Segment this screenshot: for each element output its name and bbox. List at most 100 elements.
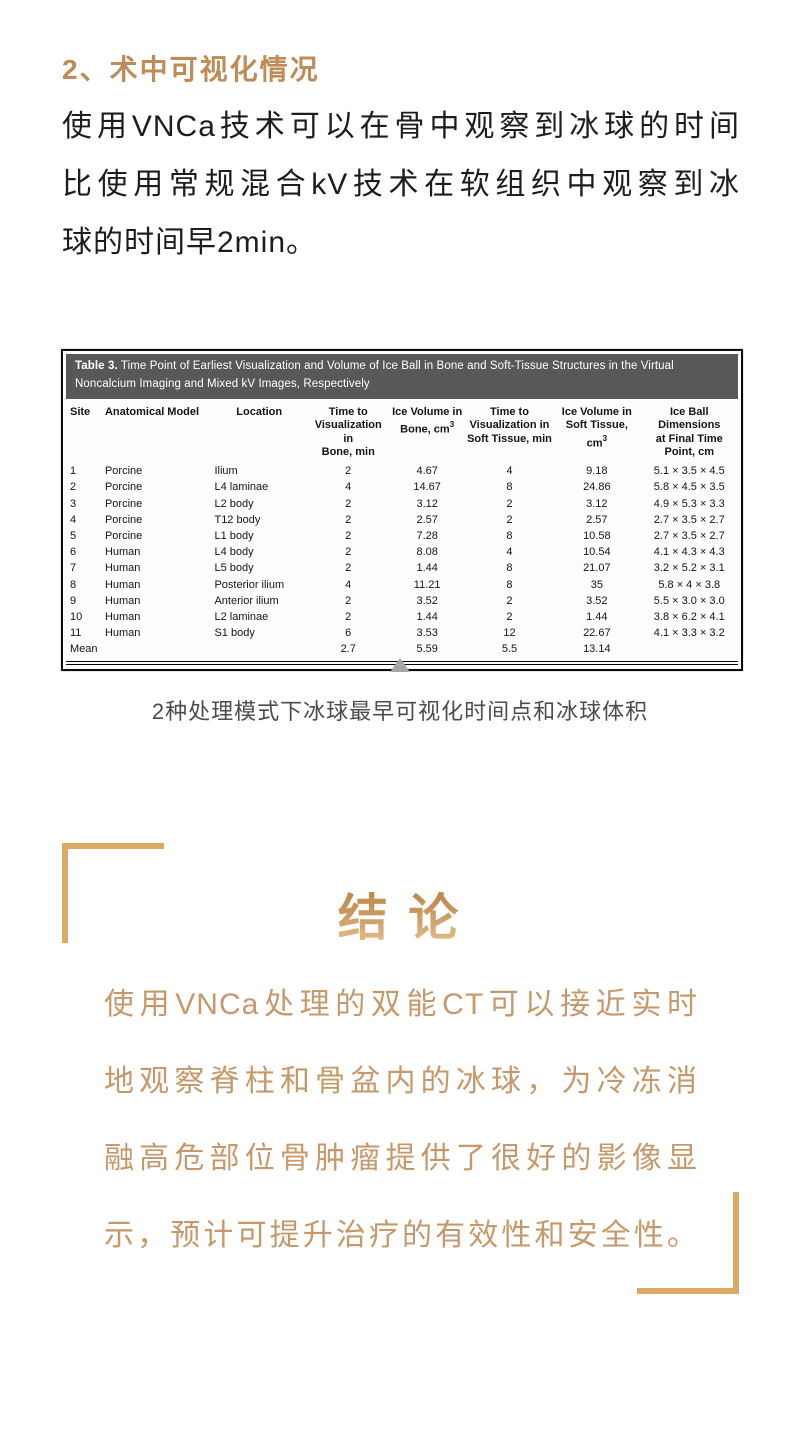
table-cell: Porcine (104, 513, 143, 526)
table-cell: 35 (590, 578, 603, 591)
table-row: 9 Human Anterior ilium 2 3.52 2 3.52 5.5 × 3.0 … (66, 593, 738, 609)
table-header-cell: Site (70, 405, 91, 418)
table-mean-row: Mean 2.7 5.59 5.5 13.14 (66, 642, 738, 658)
table-cell: 4.9 × 5.3 × 3.3 (653, 497, 725, 510)
table-cell: 2.57 (416, 513, 438, 526)
intro-paragraph: 使用VNCa技术可以在骨中观察到冰球的时间 比使用常规混合kV技术在软组织中观察到… (62, 98, 740, 272)
table-cell: L2 laminae (214, 610, 269, 623)
table-caption: 2种处理模式下冰球最早可视化时间点和冰球体积 (151, 699, 649, 724)
table-cell: 7.28 (416, 529, 438, 542)
collapse-triangle-icon (390, 658, 410, 672)
table-cell: 3.52 (416, 594, 438, 607)
table-cell: 2 (506, 594, 513, 607)
text-line: 比使用常规混合kV技术在软组织中观察到冰 (62, 168, 740, 201)
text-line: 使用VNCa技术可以在骨中观察到冰球的时间 (62, 110, 740, 143)
table-cell: L4 body (214, 546, 254, 559)
corner-bracket-bottom-right (637, 1192, 739, 1294)
table-cell: 14.67 (413, 481, 441, 494)
text-line: 地观察脊柱和骨盆内的冰球，为冷冻消 (104, 1065, 698, 1098)
table-cell: 4 (70, 513, 77, 526)
table-header-row: Site Anatomical Model Location Time to Visua… (66, 404, 738, 464)
table-cell: 8.08 (416, 546, 438, 559)
table-cell: Anterior ilium (214, 594, 279, 607)
table3-title-label: Table 3. (75, 360, 118, 372)
table-row: 3 Porcine L2 body 2 3.12 2 3.12 4.9 × 5.3 × 3.3 (66, 496, 738, 512)
table-cell: 4.67 (416, 465, 438, 478)
table-cell: 11 (70, 627, 82, 640)
table-cell: 3.12 (586, 497, 608, 510)
table-cell: 1.44 (416, 562, 438, 575)
table-row: 11 Human S1 body 6 3.53 12 22.67 4.1 × 3.3 × 3.… (66, 626, 738, 642)
table-cell: 2 (345, 529, 352, 542)
table-cell: 6 (70, 546, 77, 559)
table3-title: Table 3. Time Point of Earliest Visualiz… (66, 354, 738, 399)
table-cell: Human (104, 594, 141, 607)
table-row: 2 Porcine L4 laminae 4 14.67 8 24.86 5.8 × 4.5 … (66, 480, 738, 496)
table-header-cell: Ice Ball Dimensions at Final Time Point, c… (655, 405, 723, 459)
table-cell: 12 (503, 627, 516, 640)
table-cell: 2 (345, 546, 352, 559)
table-cell: 10 (70, 610, 83, 623)
table-cell: 8 (506, 578, 513, 591)
table-row: 8 Human Posterior ilium 4 11.21 8 35 5.8 × 4 × … (66, 577, 738, 593)
table-cell: Porcine (104, 481, 143, 494)
table-cell: 4.1 × 4.3 × 4.3 (653, 546, 725, 559)
table-cell: 2.7 × 3.5 × 2.7 (653, 513, 725, 526)
table-cell: Human (104, 578, 141, 591)
table-cell: 2 (345, 465, 352, 478)
table-header-cell: Ice Volume in Soft Tissue, cm3 (561, 405, 632, 450)
table-cell: 2 (506, 513, 513, 526)
table-cell: 4 (506, 465, 513, 478)
table-cell: 5 (70, 529, 77, 542)
table-cell: 2 (345, 513, 352, 526)
table-cell: 8 (506, 562, 513, 575)
table-cell (641, 642, 738, 658)
table-cell: 24.86 (583, 481, 611, 494)
table-cell: 9.18 (586, 465, 608, 478)
table-cell: 2 (506, 610, 513, 623)
table-header-cell: Time to Visualization in Soft Tissue, min (467, 405, 552, 445)
table-cell: 2 (345, 497, 352, 510)
table-cell: Human (104, 546, 141, 559)
table-cell: Porcine (104, 465, 143, 478)
corner-bracket-top-left (62, 843, 164, 943)
table-cell: 22.67 (583, 627, 611, 640)
table-cell: 2 (506, 497, 513, 510)
table-cell: 5.8 × 4.5 × 3.5 (653, 481, 725, 494)
table-cell: 4 (345, 578, 352, 591)
text-line: 融高危部位骨肿瘤提供了很好的影像显 (104, 1142, 698, 1175)
table-cell: 2 (345, 610, 352, 623)
table-header-cell: Ice Volume in Bone, cm3 (392, 405, 463, 436)
table-row: 4 Porcine T12 body 2 2.57 2 2.57 2.7 × 3.5 × 2.… (66, 512, 738, 528)
text-line: 示，预计可提升治疗的有效性和安全性。 (104, 1219, 698, 1252)
table-cell: L2 body (214, 497, 254, 510)
table-cell: 5.5 (501, 643, 518, 656)
table-cell: 5.8 × 4 × 3.8 (658, 578, 721, 591)
table-cell: Mean (70, 643, 98, 656)
section-heading: 2、术中可视化情况 (62, 54, 320, 85)
table-cell: S1 body (214, 627, 255, 640)
table-cell: 2 (70, 481, 77, 494)
table-cell: 9 (70, 594, 77, 607)
table-cell: Human (104, 627, 141, 640)
table-cell: 4.1 × 3.3 × 3.2 (653, 627, 725, 640)
table-cell (210, 642, 307, 658)
table-cell: 5.1 × 3.5 × 4.5 (653, 465, 725, 478)
table-row: 10 Human L2 laminae 2 1.44 2 1.44 3.8 × 6.2 × 4… (66, 609, 738, 625)
table-cell: 21.07 (583, 562, 611, 575)
table-row: 6 Human L4 body 2 8.08 4 10.54 4.1 × 4.3 × 4.3 (66, 545, 738, 561)
table-cell: 2.7 (340, 643, 356, 656)
table-cell: 5.59 (416, 643, 438, 656)
table-cell: 4 (345, 481, 352, 494)
table-cell: 1 (70, 465, 77, 478)
table-cell: 10.58 (583, 529, 611, 542)
table-cell (103, 642, 211, 658)
text-line: 使用VNCa处理的双能CT可以接近实时 (104, 988, 698, 1021)
table-cell: 2 (345, 562, 352, 575)
table-header-cell: Time to Visualization in Bone, min (314, 405, 382, 459)
table3-figure: Table 3. Time Point of Earliest Visualiz… (61, 349, 743, 672)
table-row: 5 Porcine L1 body 2 7.28 8 10.58 2.7 × 3.5 × 2.… (66, 528, 738, 544)
table-cell: 8 (506, 481, 513, 494)
table-cell: Human (104, 562, 141, 575)
